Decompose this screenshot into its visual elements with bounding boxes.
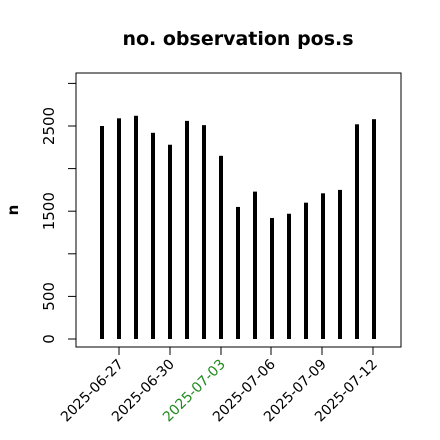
- bar-2025-07-09: [321, 193, 325, 339]
- bar-2025-06-28: [134, 115, 138, 339]
- bar-2025-06-29: [151, 132, 155, 339]
- bar-2025-07-07: [287, 213, 291, 339]
- x-axis: 2025-06-272025-06-302025-07-032025-07-06…: [58, 347, 381, 425]
- bar-2025-07-06: [270, 218, 274, 339]
- bar-2025-06-26: [100, 126, 104, 339]
- bar-2025-06-30: [168, 144, 172, 339]
- bars-group: [100, 115, 376, 340]
- y-tick-label: 0: [40, 334, 58, 344]
- chart-title: no. observation pos.s: [122, 28, 353, 50]
- bar-2025-07-03: [219, 155, 223, 339]
- bar-2025-07-08: [304, 202, 308, 339]
- bar-2025-07-01: [185, 120, 189, 339]
- plot-frame: [75, 72, 402, 348]
- bar-2025-07-04: [236, 206, 240, 339]
- bar-2025-07-05: [253, 191, 257, 339]
- bar-2025-06-27: [117, 118, 121, 339]
- y-tick-label: 2500: [40, 107, 58, 145]
- y-axis-label: n: [4, 205, 22, 216]
- bar-2025-07-12: [372, 119, 376, 340]
- y-tick-label: 500: [40, 282, 58, 311]
- bar-2025-07-11: [355, 124, 359, 340]
- bar-2025-07-10: [338, 189, 342, 339]
- y-axis: 0 500 1500 2500: [40, 82, 76, 344]
- bar-2025-07-02: [202, 125, 206, 339]
- y-tick-label: 1500: [40, 192, 58, 230]
